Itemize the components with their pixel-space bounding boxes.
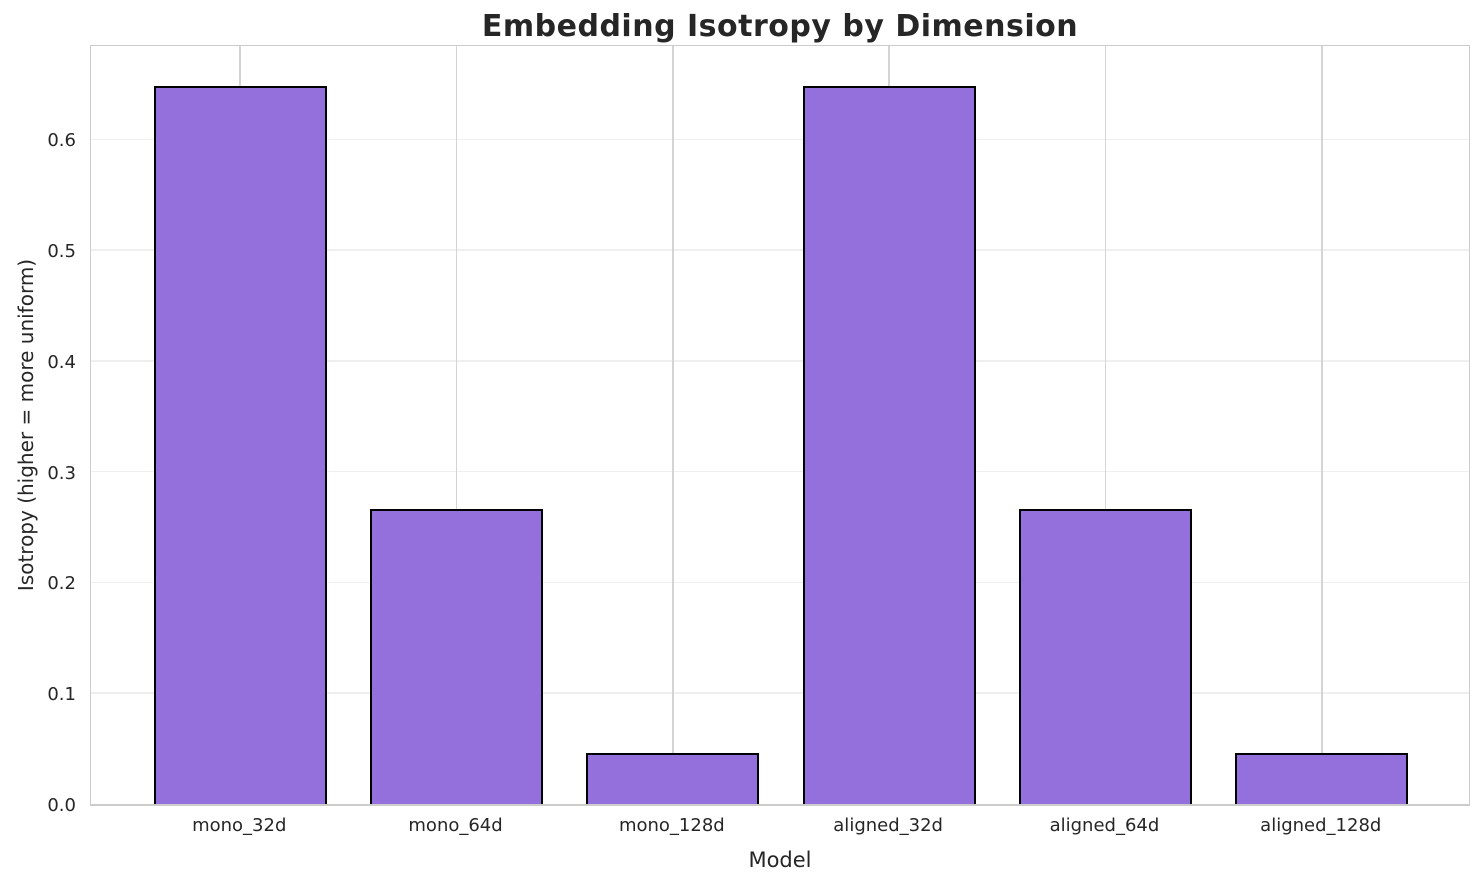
y-tick-label: 0.6 [47,130,76,152]
x-tick-label: aligned_128d [1260,815,1382,836]
gridline-horizontal [91,581,1469,584]
y-tick-label: 0.3 [47,462,76,484]
gridline-vertical [1104,46,1107,804]
x-tick-label: mono_32d [192,815,287,836]
gridline-horizontal [91,692,1469,694]
x-tick-label: mono_128d [618,815,725,836]
plot-area [90,45,1470,806]
gridline-vertical [455,46,458,804]
bar-mono_128d [586,753,760,804]
y-tick-label: 0.5 [47,241,76,263]
bar-aligned_128d [1235,753,1409,804]
gridline-vertical [1321,46,1323,804]
x-axis-label: Model [748,848,812,872]
y-tick-label: 0.2 [47,573,76,595]
gridline-horizontal [91,360,1469,362]
chart-title: Embedding Isotropy by Dimension [481,9,1079,44]
y-tick-label: 0.0 [47,795,76,816]
x-tick-label: mono_64d [408,815,503,836]
bar-mono_64d [370,509,544,804]
bar-aligned_32d [802,86,976,804]
x-tick-label: aligned_64d [1049,815,1160,836]
bar-aligned_64d [1018,509,1192,804]
x-tick-label: aligned_32d [833,815,943,836]
y-axis-label: Isotropy (higher = more uniform) [14,258,38,592]
y-tick-label: 0.1 [47,684,76,706]
gridline-horizontal [91,138,1469,141]
y-tick-label: 0.4 [47,351,76,373]
gridline-horizontal [91,249,1469,251]
gridline-horizontal [91,470,1469,473]
gridline-vertical [672,46,674,804]
bar-mono_32d [153,86,327,804]
